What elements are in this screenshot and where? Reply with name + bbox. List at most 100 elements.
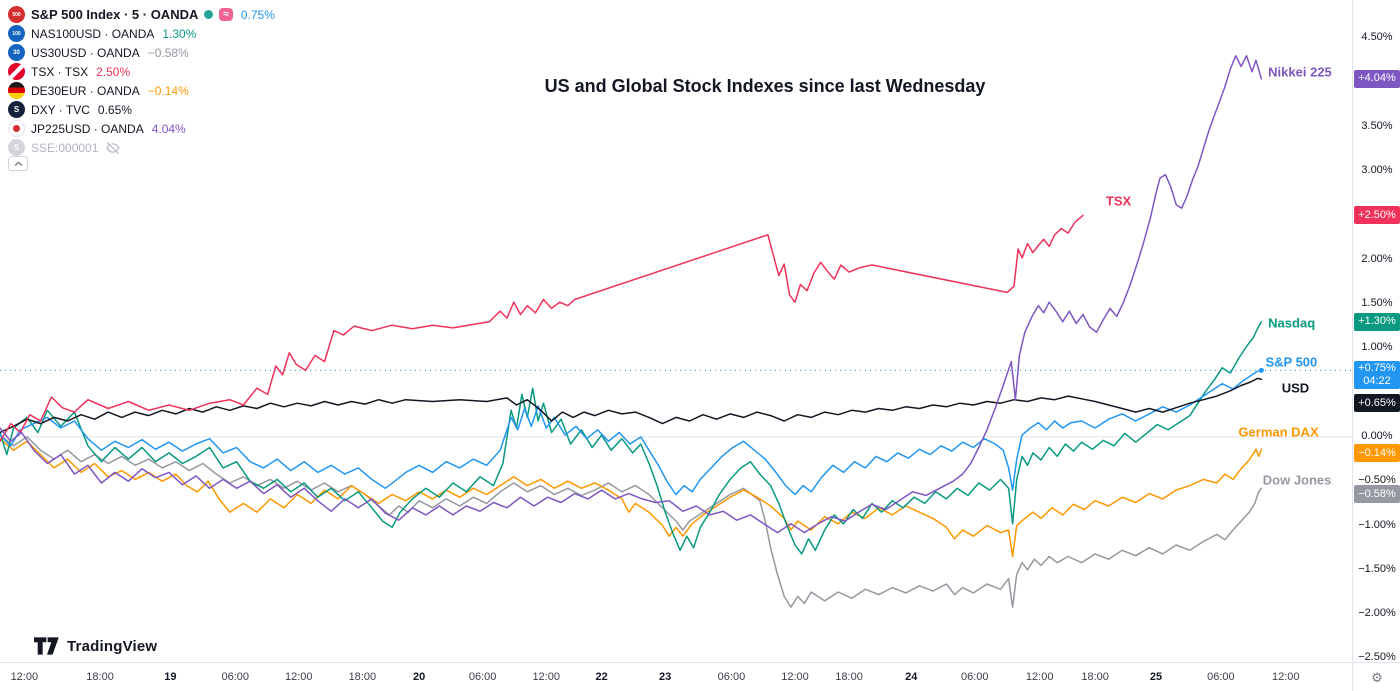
legend-symbol-title: NAS100USD · OANDA	[31, 26, 155, 41]
legend-row-sp500[interactable]: 500 S&P 500 Index · 5 · OANDA ≈0.75%	[8, 5, 275, 24]
price-axis-label: −1.50%	[1358, 562, 1396, 575]
time-axis[interactable]: 12:00 18:00 19 06:00 12:00 18:00 20 06:00 12:00 2…	[0, 662, 1352, 691]
time-axis-label: 19	[164, 671, 177, 683]
price-axis[interactable]: 4.50% 3.50% 3.00% 2.00% 1.50% 1.00% 0.00% −0.50…	[1352, 0, 1400, 664]
series-line-dow[interactable]	[0, 434, 1263, 608]
chart-plot-area[interactable]: Dow Jones German DAX Nasdaq S&P 500 USD TSX Ni…	[0, 0, 1352, 662]
time-axis-label: 18:00	[86, 671, 114, 683]
nikkei-logo-icon	[8, 120, 25, 137]
series-label-dax: German DAX	[1238, 424, 1319, 440]
time-axis-label: 12:00	[1271, 671, 1300, 683]
price-badge-dax: −0.14%	[1354, 444, 1400, 463]
legend-change-value: 1.30%	[162, 26, 197, 41]
series-line-sp500[interactable]	[0, 369, 1263, 496]
legend-symbol-title: US30USD · OANDA	[31, 45, 140, 60]
price-axis-label: 0.00%	[1361, 429, 1393, 442]
price-axis-label: 4.50%	[1361, 31, 1393, 44]
price-axis-label: 2.00%	[1361, 252, 1393, 265]
time-axis-label: 25	[1149, 671, 1163, 683]
legend-symbol-title: TSX · TSX	[31, 64, 89, 79]
tsx-logo-icon	[8, 63, 25, 80]
time-axis-label: 12:00	[781, 671, 809, 683]
price-axis-label: −1.00%	[1358, 518, 1396, 531]
price-axis-label: 1.50%	[1361, 296, 1393, 309]
realtime-dot-icon[interactable]	[204, 10, 214, 19]
series-line-nikkei[interactable]	[0, 55, 1263, 534]
tradingview-logo-text: TradingView	[67, 637, 158, 655]
chevron-up-icon	[14, 161, 22, 166]
dow-logo-icon: 30	[8, 44, 25, 61]
time-axis-label: 06:00	[221, 671, 249, 683]
tradingview-watermark[interactable]: TradingView	[34, 636, 157, 656]
price-badge-tsx: +2.50%	[1354, 206, 1400, 225]
price-badge-nikkei: +4.04%	[1354, 69, 1400, 88]
time-axis-label: 06:00	[717, 671, 746, 683]
time-axis-label: 12:00	[1025, 671, 1054, 683]
chart-canvas[interactable]	[0, 0, 1352, 662]
eye-off-icon[interactable]	[106, 141, 120, 155]
time-axis-label: 18:00	[348, 671, 377, 683]
price-axis-label: −0.50%	[1358, 474, 1396, 487]
legend-row-dax[interactable]: DE30EUR · OANDA −0.14%	[8, 81, 275, 100]
legend-symbol-title: SSE:000001	[31, 140, 99, 155]
time-axis-label: 18:00	[1081, 671, 1109, 683]
legend-symbol-title: DE30EUR · OANDA	[31, 83, 140, 98]
legend-change-value: 4.04%	[151, 121, 186, 136]
series-line-usd[interactable]	[0, 377, 1263, 434]
usd-logo-icon: S	[8, 101, 25, 118]
time-axis-label: 12:00	[285, 671, 313, 683]
series-label-nikkei: Nikkei 225	[1268, 64, 1332, 80]
time-axis-label: 18:00	[835, 671, 863, 683]
price-axis-label: 1.00%	[1361, 341, 1393, 354]
legend-row-nasdaq[interactable]: 100 NAS100USD · OANDA 1.30%	[8, 24, 275, 43]
legend-change-value: 0.65%	[97, 102, 132, 117]
legend-row-usd[interactable]: S DXY · TVC 0.65%	[8, 100, 275, 119]
chart-title: US and Global Stock Indexes since last W…	[544, 76, 986, 96]
legend-change-value: −0.58%	[147, 45, 189, 60]
legend-row-tsx[interactable]: TSX · TSX 2.50%	[8, 62, 275, 81]
legend-row-sse[interactable]: S SSE:000001	[8, 138, 275, 157]
time-axis-label: 23	[659, 671, 672, 683]
time-axis-label: 20	[412, 671, 426, 683]
legend-symbol-title: S&P 500 Index · 5 · OANDA	[31, 7, 199, 22]
price-badge-usd: +0.65%	[1354, 394, 1400, 413]
time-axis-label: 22	[595, 671, 608, 683]
settings-gear-icon[interactable]: ⚙	[1371, 669, 1383, 685]
series-line-dax[interactable]	[0, 437, 1263, 558]
legend-panel: 500 S&P 500 Index · 5 · OANDA ≈0.75% 100 NAS…	[8, 5, 275, 157]
legend-change-value: 2.50%	[96, 64, 131, 79]
nasdaq-logo-icon: 100	[8, 25, 25, 42]
axis-corner: ⚙	[1352, 662, 1400, 691]
legend-row-nikkei[interactable]: JP225USD · OANDA 4.04%	[8, 119, 275, 138]
time-axis-label: 06:00	[1207, 671, 1235, 683]
approx-data-pill-icon[interactable]: ≈	[219, 8, 233, 21]
price-axis-label: −2.00%	[1358, 607, 1396, 620]
tradingview-logo-icon	[34, 637, 59, 655]
series-line-tsx[interactable]	[0, 214, 1084, 443]
series-label-usd: USD	[1281, 380, 1310, 396]
sp500-logo-icon: 500	[8, 6, 25, 23]
price-axis-label: −2.50%	[1358, 651, 1396, 664]
price-badge-dow: −0.58%	[1354, 485, 1400, 504]
price-axis-label: 3.50%	[1361, 119, 1393, 132]
series-label-nasdaq: Nasdaq	[1268, 315, 1316, 331]
time-axis-label: 06:00	[961, 671, 989, 683]
series-label-sp500: S&P 500	[1265, 354, 1318, 370]
time-axis-label: 24	[905, 671, 918, 683]
legend-change-value: 0.75%	[240, 7, 275, 22]
legend-collapse-button[interactable]	[8, 156, 28, 171]
time-axis-label: 12:00	[532, 671, 560, 683]
legend-change-value: −0.14%	[147, 83, 189, 98]
price-badge-sp500: +0.75% 04:22	[1354, 361, 1400, 390]
series-label-tsx: TSX	[1105, 193, 1132, 209]
price-badge-nasdaq: +1.30%	[1354, 312, 1400, 331]
dax-logo-icon	[8, 82, 25, 99]
legend-symbol-title: JP225USD · OANDA	[31, 121, 144, 136]
time-axis-label: 12:00	[10, 671, 39, 683]
price-axis-label: 3.00%	[1361, 164, 1393, 177]
series-line-nasdaq[interactable]	[0, 320, 1263, 555]
time-axis-label: 06:00	[468, 671, 497, 683]
legend-row-dow[interactable]: 30 US30USD · OANDA −0.58%	[8, 43, 275, 62]
legend-symbol-title: DXY · TVC	[31, 102, 90, 117]
